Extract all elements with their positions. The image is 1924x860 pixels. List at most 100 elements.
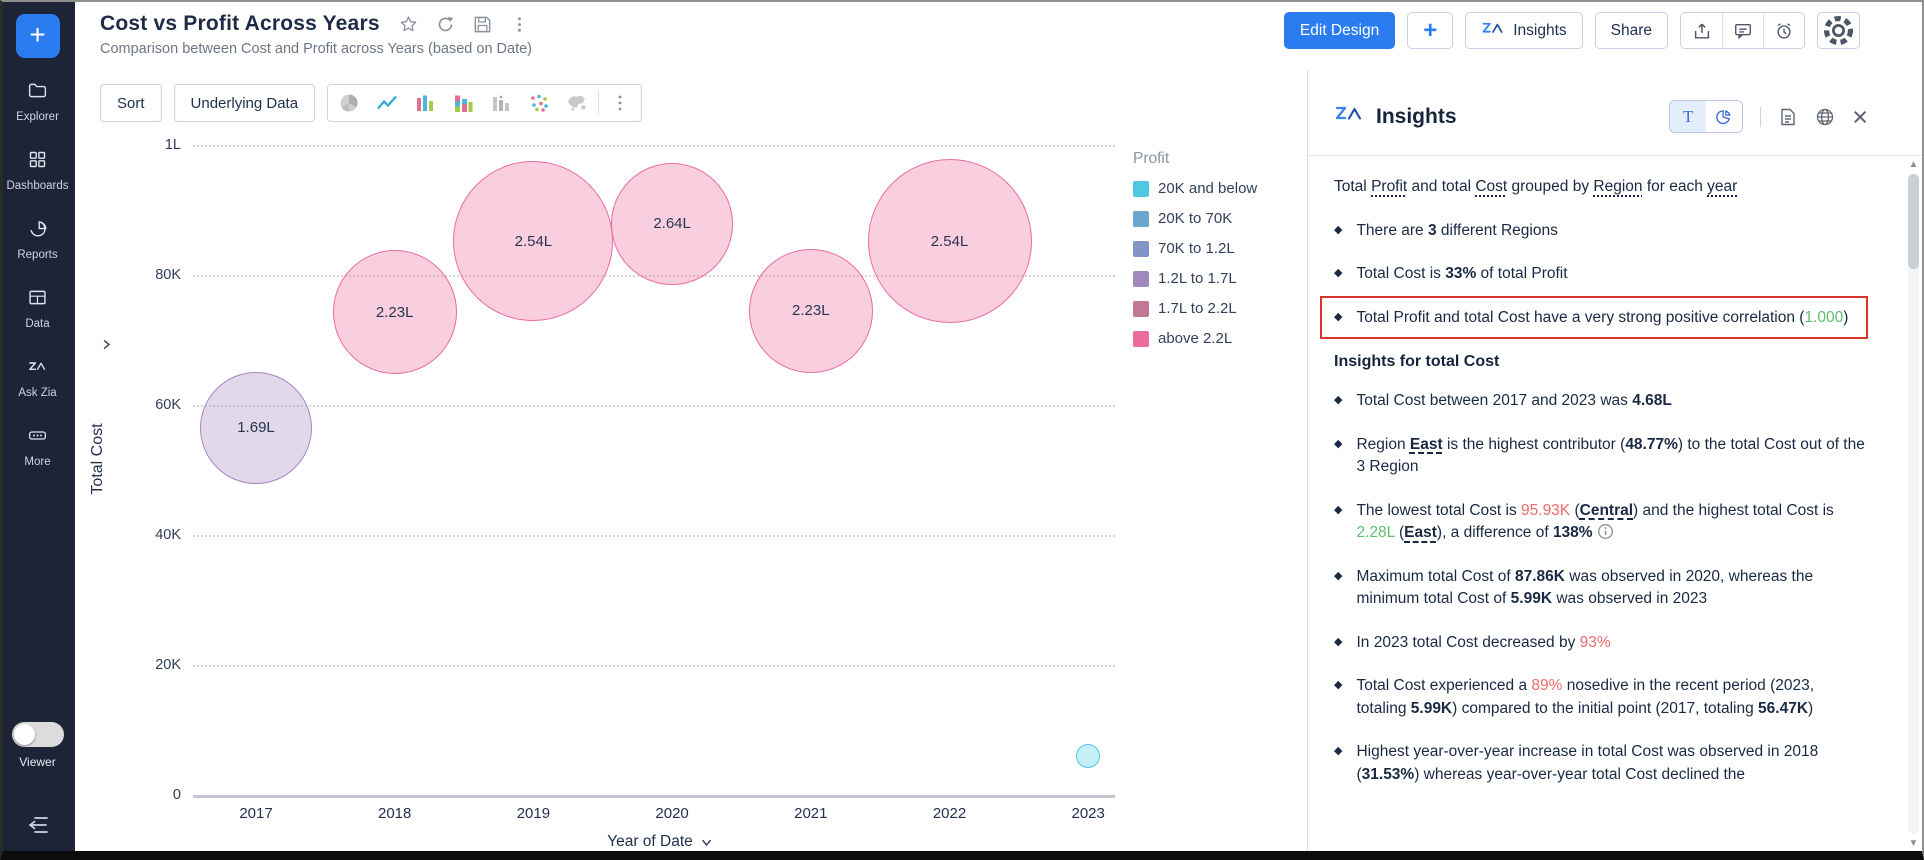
bubble-scatter-chart-icon[interactable] [520, 86, 558, 120]
grid-icon [27, 149, 48, 175]
data-bubble-2019[interactable]: 2.54L [453, 161, 614, 322]
diamond-bullet-icon: ◆ [1334, 635, 1343, 648]
y-axis-tick: 1L [164, 137, 181, 153]
y-axis-field-chevron-icon[interactable] [100, 338, 113, 351]
pie-chart-icon[interactable] [330, 86, 368, 120]
insights-button[interactable]: Insights [1465, 12, 1583, 49]
close-icon[interactable]: × [1852, 101, 1868, 132]
viewer-mode-toggle[interactable] [11, 722, 64, 747]
more-icon [27, 425, 48, 451]
map-chart-icon[interactable] [558, 86, 596, 120]
more-chart-types-icon[interactable] [601, 86, 639, 120]
sidebar-item-dashboards[interactable]: Dashboards [0, 149, 75, 192]
legend-swatch [1133, 270, 1149, 287]
x-axis-tick: 2023 [1071, 805, 1105, 822]
viewer-toggle-label: Viewer [19, 755, 56, 769]
sidebar-item-reports[interactable]: Reports [0, 218, 75, 261]
sidebar-item-explorer[interactable]: Explorer [0, 80, 75, 123]
underlying-data-button[interactable]: Underlying Data [173, 84, 316, 122]
insight-bullet: ◆ Total Cost between 2017 and 2023 was 4… [1334, 390, 1868, 412]
diamond-bullet-icon: ◆ [1334, 224, 1343, 236]
data-bubble-2023[interactable] [1076, 744, 1101, 769]
refresh-icon[interactable] [435, 14, 456, 35]
insight-bullet: ◆ Region East is the highest contributor… [1334, 434, 1868, 479]
legend-swatch [1133, 240, 1149, 257]
comment-icon[interactable] [1722, 13, 1763, 48]
legend-item[interactable]: above 2.2L [1133, 330, 1257, 347]
bar-chart-icon[interactable] [406, 86, 444, 120]
stacked-bar-chart-icon[interactable] [444, 86, 482, 120]
y-axis-title: Total Cost [89, 423, 106, 495]
y-axis-tick: 60K [155, 397, 181, 413]
highlighted-insight-box: ◆ Total Profit and total Cost have a ver… [1320, 295, 1868, 340]
left-sidebar: + Explorer Dashboards Reports Data Ask Z… [0, 0, 75, 860]
create-new-button[interactable]: + [15, 14, 60, 58]
share-button[interactable]: Share [1594, 12, 1668, 49]
scrollbar-thumb[interactable] [1908, 174, 1919, 269]
zia-logo-icon [1481, 19, 1505, 43]
save-icon[interactable] [472, 14, 493, 35]
chart-legend: Profit 20K and below 20K to 70K 70K to 1… [1133, 150, 1257, 360]
x-axis-tick: 2021 [794, 805, 828, 822]
document-icon[interactable] [1778, 107, 1798, 127]
insights-scrollbar[interactable]: ▲ ▼ [1907, 158, 1920, 850]
x-axis-tick: 2018 [378, 805, 412, 822]
folder-icon [27, 80, 48, 106]
text-view-toggle[interactable]: T [1670, 101, 1707, 132]
page-subtitle: Comparison between Cost and Profit acros… [100, 41, 533, 57]
gridline [193, 405, 1115, 407]
legend-item[interactable]: 1.2L to 1.7L [1133, 270, 1257, 287]
legend-item[interactable]: 20K and below [1133, 180, 1257, 197]
diamond-bullet-icon: ◆ [1334, 267, 1343, 280]
data-bubble-2017[interactable]: 1.69L [200, 371, 312, 484]
insights-intro: Total Profit and total Cost grouped by R… [1334, 178, 1738, 195]
legend-title: Profit [1133, 150, 1170, 167]
chart-view-toggle[interactable] [1706, 101, 1743, 132]
diamond-bullet-icon: ◆ [1334, 503, 1343, 516]
collapse-sidebar-icon[interactable] [26, 813, 50, 842]
legend-item[interactable]: 20K to 70K [1133, 210, 1257, 227]
x-axis-tick: 2022 [932, 805, 967, 822]
alarm-icon[interactable] [1763, 13, 1804, 48]
insight-bullet: ◆ In 2023 total Cost decreased by 93% [1334, 632, 1868, 654]
diamond-bullet-icon: ◆ [1334, 437, 1343, 450]
data-bubble-2021[interactable]: 2.23L [748, 248, 873, 373]
sidebar-item-ask-zia[interactable]: Ask Zia [0, 356, 75, 399]
gear-icon[interactable] [1817, 12, 1860, 49]
x-axis-tick: 2019 [516, 805, 551, 822]
zia-icon [27, 356, 48, 382]
table-icon [27, 287, 48, 313]
gridline [193, 535, 1115, 537]
gridline [193, 145, 1115, 147]
scroll-down-icon[interactable]: ▼ [1908, 838, 1919, 849]
globe-icon[interactable] [1815, 107, 1835, 127]
insight-bullet: ◆ Maximum total Cost of 87.86K was obser… [1334, 566, 1868, 611]
kebab-menu-icon[interactable] [509, 14, 530, 35]
legend-swatch [1133, 330, 1149, 347]
insight-bullet: ◆ Highest year-over-year increase in tot… [1334, 741, 1868, 786]
legend-item[interactable]: 1.7L to 2.2L [1133, 300, 1257, 317]
legend-swatch [1133, 180, 1149, 197]
data-bubble-2018[interactable]: 2.23L [332, 250, 457, 375]
y-axis-tick: 80K [155, 267, 181, 283]
export-icon[interactable] [1681, 13, 1722, 48]
insight-bullet: ◆ Total Cost experienced a 89% nosedive … [1334, 675, 1868, 720]
scroll-up-icon[interactable]: ▲ [1908, 159, 1919, 170]
chevron-down-icon [701, 839, 711, 846]
diamond-bullet-icon: ◆ [1334, 679, 1343, 692]
star-icon[interactable] [398, 14, 419, 35]
edit-design-button[interactable]: Edit Design [1283, 12, 1396, 49]
x-axis-field-selector[interactable]: Year of Date [530, 833, 790, 851]
y-axis-tick: 20K [155, 657, 181, 673]
sidebar-nav: Explorer Dashboards Reports Data Ask Zia… [0, 80, 75, 468]
data-bubble-2020[interactable]: 2.64L [611, 162, 734, 285]
gridline [193, 665, 1115, 667]
add-report-button[interactable]: + [1407, 12, 1454, 49]
sort-button[interactable]: Sort [100, 84, 162, 122]
sidebar-item-data[interactable]: Data [0, 287, 75, 330]
legend-item[interactable]: 70K to 1.2L [1133, 240, 1257, 257]
data-bubble-2022[interactable]: 2.54L [867, 159, 1032, 324]
sidebar-item-more[interactable]: More [0, 425, 75, 468]
line-chart-icon[interactable] [368, 86, 406, 120]
combo-bar-chart-icon[interactable] [482, 86, 520, 120]
